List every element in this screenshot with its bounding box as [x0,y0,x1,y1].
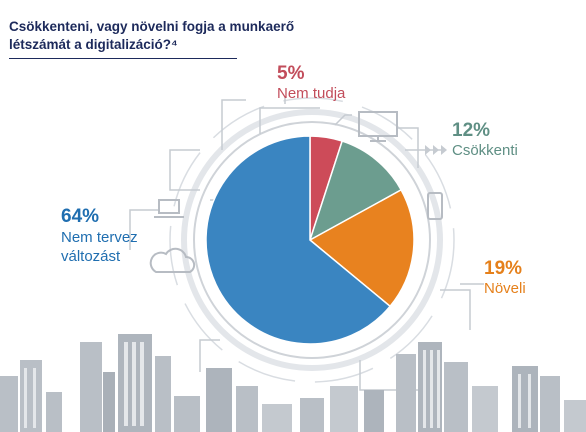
pie-slice-nem-tervez-változást [205,135,392,345]
skyline-windows [24,342,531,428]
data-label-pct: 12% [452,120,491,141]
laptop-icon [154,199,184,218]
phone-icon [427,192,443,220]
data-label-pct: 5% [277,63,305,84]
pie-slice-csökkenti [308,140,403,242]
data-label-name: Nem tudja [277,85,346,102]
monitor-icon [358,111,398,142]
title-line-1: Csökkenteni, vagy növelni fogja a munkae… [9,19,295,34]
label-nem-tudja: 5% Nem tudja [277,63,345,103]
data-label-name-line-2: változást [61,248,121,265]
decorative-rings [169,97,455,383]
pie-slice-növeli [308,188,415,308]
label-noveli: 19% Növeli [484,258,526,298]
chart-title: Csökkenteni, vagy növelni fogja a munkae… [9,18,309,54]
data-label-name: Növeli [484,280,526,297]
cloud-icon [149,247,196,273]
city-skyline [0,334,586,432]
data-label-pct: 64% [61,206,100,227]
data-label-name-line-1: Nem tervez [61,229,138,246]
title-underline [9,58,237,59]
label-csokkenti: 12% Csökkenti [452,120,518,160]
label-nem-tervez: 64% Nem tervez változást [61,206,138,266]
data-label-name: Csökkenti [452,142,518,159]
title-line-2: létszámát a digitalizáció?⁴ [9,37,178,52]
data-label-pct: 19% [484,258,523,279]
pie-chart [205,135,415,345]
